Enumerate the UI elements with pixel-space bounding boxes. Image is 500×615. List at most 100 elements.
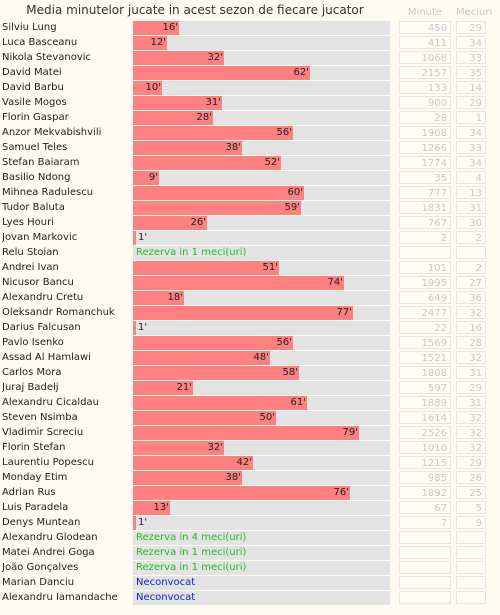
average-minutes-bar [133,126,293,140]
bar-track: 52' [133,156,390,170]
table-row: João Gonçalves Rezerva in 1 meci(uri) [0,560,500,575]
average-minutes-bar [133,456,253,470]
bar-track: Rezerva in 4 meci(uri) [133,531,390,545]
average-minutes-label: 42' [236,457,252,468]
reserve-note: Rezerva in 1 meci(uri) [136,547,247,558]
average-minutes-label: 56' [276,337,292,348]
matches-cell: 27 [456,276,486,289]
bar-track: 10' [133,81,390,95]
minutes-cell: 101 [399,261,451,274]
table-row: David Barbu 10' 133 14 [0,80,500,95]
table-row: Pavlo Isenko 56' 1569 28 [0,335,500,350]
minutes-cell: 450 [399,21,451,34]
minutes-cell: 597 [399,381,451,394]
table-row: Florin Stefan 32' 1010 32 [0,440,500,455]
average-minutes-bar [133,51,224,65]
reserve-note: Rezerva in 1 meci(uri) [136,562,247,573]
average-minutes-label: 56' [276,127,292,138]
matches-cell: 29 [456,21,486,34]
bar-track: 21' [133,381,390,395]
bar-track: 9' [133,171,390,185]
bar-track: 1' [133,516,390,530]
bar-track: 48' [133,351,390,365]
matches-cell [456,546,486,559]
player-name: Tudor Baluta [2,202,65,213]
minutes-cell: 2477 [399,306,451,319]
table-row: Relu Stoian Rezerva in 1 meci(uri) [0,245,500,260]
minutes-cell: 1010 [399,441,451,454]
average-minutes-label: 60' [287,187,303,198]
average-minutes-bar [133,381,193,395]
average-minutes-label: 48' [253,352,269,363]
matches-cell: 36 [456,291,486,304]
matches-cell: 32 [456,306,486,319]
bar-track: 32' [133,441,390,455]
average-minutes-label: 9' [148,172,158,183]
minutes-cell [399,246,451,259]
matches-cell [456,561,486,574]
average-minutes-label: 59' [284,202,300,213]
player-name: Samuel Teles [2,142,68,153]
average-minutes-bar [133,426,359,440]
player-name: Jovan Markovic [2,232,78,243]
average-minutes-label: 21' [176,382,192,393]
player-name: Florin Stefan [2,442,66,453]
bar-track: 26' [133,216,390,230]
table-row: Luis Paradela 13' 67 5 [0,500,500,515]
average-minutes-label: 32' [207,442,223,453]
player-name: Mihnea Radulescu [2,187,94,198]
player-name: David Barbu [2,82,64,93]
average-minutes-bar [133,471,242,485]
average-minutes-label: 38' [225,472,241,483]
table-row: Darius Falcusan 1' 22 16 [0,320,500,335]
average-minutes-label: 38' [225,142,241,153]
matches-cell: 31 [456,396,486,409]
matches-cell: 26 [456,471,486,484]
table-row: Lyes Houri 26' 767 30 [0,215,500,230]
matches-cell: 9 [456,516,486,529]
average-minutes-label: 32' [207,52,223,63]
matches-cell: 29 [456,96,486,109]
matches-cell: 33 [456,51,486,64]
matches-cell: 34 [456,36,486,49]
minutes-cell: 1889 [399,396,451,409]
player-rows: Silviu Lung 16' 450 29 Luca Basceanu 12' 411 34… [0,20,500,605]
average-minutes-label: 1' [138,232,148,243]
average-minutes-bar [133,411,276,425]
average-minutes-bar [133,321,136,335]
bar-track: 61' [133,396,390,410]
matches-cell: 34 [456,126,486,139]
average-minutes-label: 51' [262,262,278,273]
average-minutes-bar [133,306,353,320]
matches-cell: 2 [456,231,486,244]
bar-track: 76' [133,486,390,500]
table-row: Alexandru Cicaldau 61' 1889 31 [0,395,500,410]
bar-track: 74' [133,276,390,290]
table-row: Anzor Mekvabishvili 56' 1908 34 [0,125,500,140]
table-row: Assad Al Hamlawi 48' 1521 32 [0,350,500,365]
player-name: Assad Al Hamlawi [2,352,91,363]
average-minutes-label: 52' [264,157,280,168]
minutes-cell: 1774 [399,156,451,169]
player-name: João Gonçalves [2,562,79,573]
table-row: Silviu Lung 16' 450 29 [0,20,500,35]
matches-cell: 31 [456,366,486,379]
player-name: Darius Falcusan [2,322,81,333]
table-row: Tudor Baluta 59' 1831 31 [0,200,500,215]
player-name: Adrian Rus [2,487,56,498]
minutes-cell: 67 [399,501,451,514]
average-minutes-bar [133,291,184,305]
average-minutes-label: 62' [293,67,309,78]
bar-track: 58' [133,366,390,380]
table-row: Alexandru Glodean Rezerva in 4 meci(uri) [0,530,500,545]
chart-title: Media minutelor jucate in acest sezon de… [26,3,364,17]
average-minutes-label: 1' [138,322,148,333]
player-name: Basilio Ndong [2,172,71,183]
minutes-cell: 28 [399,111,451,124]
minutes-cell [399,576,451,589]
matches-cell: 16 [456,321,486,334]
matches-cell: 13 [456,186,486,199]
table-row: Alexandru Iamandache Neconvocat [0,590,500,605]
minutes-cell: 1831 [399,201,451,214]
not-called-note: Neconvocat [136,592,196,603]
